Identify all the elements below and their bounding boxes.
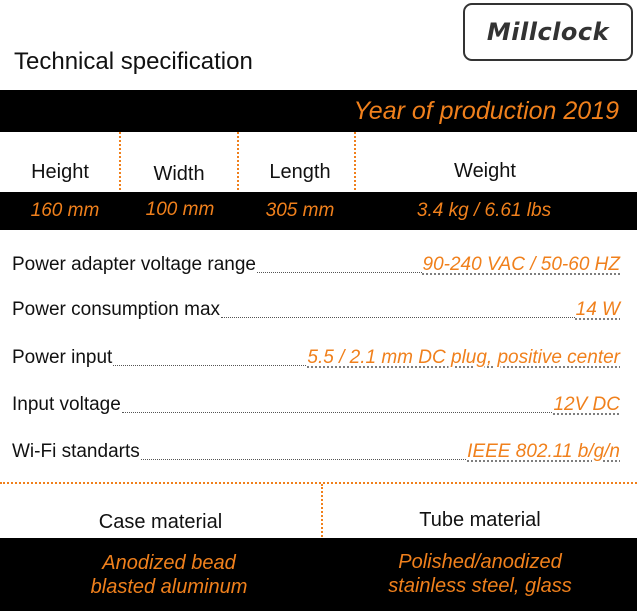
leader-dots: [257, 271, 422, 273]
length-label: Length: [269, 161, 331, 183]
leader-dots: [140, 458, 467, 460]
case-material-label: Case material: [98, 511, 223, 533]
column-divider: [354, 132, 356, 230]
spec-label: Input voltage: [12, 394, 121, 415]
spec-row: Power adapter voltage range 90-240 VAC /…: [12, 250, 620, 276]
year-banner: [0, 90, 637, 132]
leader-dots: [113, 364, 307, 366]
section-divider: [0, 482, 637, 484]
column-divider: [119, 132, 121, 230]
case-material-value: Anodized bead blasted aluminum: [0, 551, 338, 599]
case-material-line: Anodized bead: [102, 552, 236, 574]
spec-label: Power input: [12, 347, 113, 368]
material-values-bar: [0, 538, 637, 611]
spec-row: Wi-Fi standarts IEEE 802.11 b/g/n: [12, 437, 620, 463]
case-material-line: blasted aluminum: [90, 576, 248, 598]
tube-material-line: Polished/anodized: [398, 551, 562, 573]
spec-label: Power consumption max: [12, 299, 221, 320]
tube-material-line: stainless steel, glass: [388, 575, 572, 597]
tube-material-label: Tube material: [419, 509, 541, 531]
tube-material-value: Polished/anodized stainless steel, glass: [323, 550, 637, 598]
column-divider: [237, 132, 239, 230]
width-label: Width: [153, 163, 205, 185]
spec-value: 90-240 VAC / 50-60 HZ: [422, 254, 621, 275]
dimension-values-bar: [0, 192, 637, 230]
spec-row: Input voltage 12V DC: [12, 390, 620, 416]
width-value: 100 mm: [145, 199, 215, 220]
leader-dots: [121, 411, 553, 413]
height-label: Height: [31, 161, 89, 183]
page-title: Technical specification: [14, 48, 253, 75]
spec-label: Wi-Fi standarts: [12, 441, 140, 462]
logo-text: Millclock: [486, 18, 610, 46]
brand-logo: Millclock: [463, 3, 633, 61]
spec-value: IEEE 802.11 b/g/n: [467, 441, 620, 462]
height-value: 160 mm: [30, 200, 100, 221]
length-value: 305 mm: [265, 200, 335, 221]
spec-value: 12V DC: [553, 394, 620, 415]
weight-value: 3.4 kg / 6.61 lbs: [416, 200, 552, 221]
spec-row: Power input 5.5 / 2.1 mm DC plug, positi…: [12, 343, 620, 369]
weight-label: Weight: [454, 160, 516, 182]
leader-dots: [221, 316, 575, 318]
spec-value: 14 W: [575, 299, 620, 320]
spec-label: Power adapter voltage range: [12, 254, 256, 275]
spec-value: 5.5 / 2.1 mm DC plug, positive center: [307, 347, 620, 368]
spec-row: Power consumption max 14 W: [12, 295, 620, 321]
year-of-production: Year of production 2019: [353, 97, 619, 125]
